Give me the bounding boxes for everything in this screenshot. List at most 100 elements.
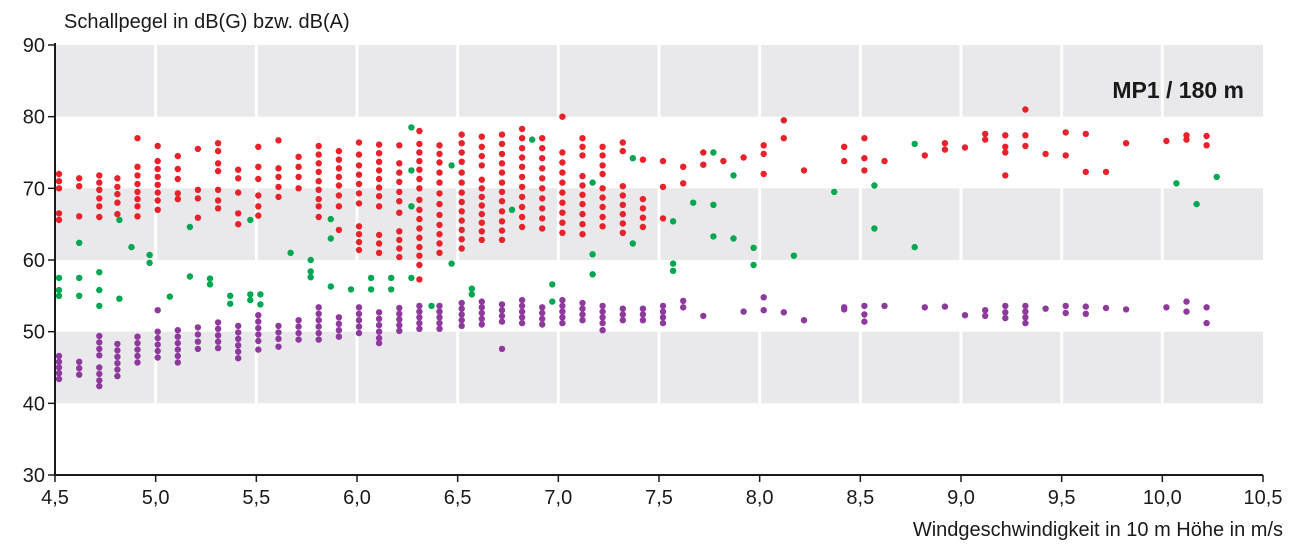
data-point [335, 203, 343, 210]
data-point [116, 216, 123, 224]
data-point [416, 185, 423, 192]
data-point [375, 240, 383, 247]
data-point [355, 200, 363, 207]
data-point [1062, 129, 1069, 136]
data-point [396, 178, 403, 186]
data-point [498, 198, 506, 205]
data-point [1082, 310, 1090, 317]
data-point [579, 221, 586, 228]
data-point [720, 157, 727, 165]
data-point [214, 319, 222, 326]
data-point [710, 201, 717, 208]
data-point [335, 226, 343, 234]
data-point [1203, 319, 1210, 327]
data-point [375, 193, 383, 200]
data-point [255, 143, 262, 150]
data-point [275, 335, 282, 342]
data-point [327, 283, 334, 290]
data-point [539, 215, 546, 222]
data-point [639, 223, 647, 231]
data-point [128, 243, 135, 251]
data-point [416, 314, 423, 321]
data-point [478, 298, 485, 305]
data-point [255, 346, 262, 353]
x-tick-label: 10,0 [1143, 487, 1182, 509]
data-point [436, 240, 443, 247]
y-tick-label: 80 [23, 107, 45, 129]
data-point [599, 314, 606, 321]
data-point [174, 333, 181, 340]
x-tick-label: 5,0 [142, 487, 170, 509]
data-point [275, 183, 282, 191]
data-point [579, 172, 586, 180]
data-point [478, 143, 485, 150]
data-point [478, 202, 485, 209]
data-point [871, 182, 878, 189]
data-point [498, 312, 506, 320]
data-point [841, 306, 848, 313]
data-point [96, 345, 103, 353]
x-axis-title: Windgeschwindigkeit in 10 m Höhe in m/s [913, 519, 1283, 541]
data-point [134, 172, 141, 179]
data-point [518, 223, 526, 231]
data-point [214, 160, 222, 167]
data-point [539, 225, 546, 232]
x-tick-label: 7,5 [645, 487, 673, 509]
data-point [1022, 319, 1029, 327]
data-point [458, 317, 465, 324]
data-point [194, 345, 202, 353]
data-point [396, 322, 403, 329]
data-point [255, 318, 262, 325]
data-point [396, 209, 403, 216]
data-point [861, 135, 868, 142]
data-point [478, 228, 485, 235]
data-point [498, 188, 506, 196]
data-point [1022, 308, 1029, 315]
data-point [599, 194, 606, 201]
data-point [146, 259, 153, 267]
data-point [659, 319, 667, 327]
data-point [458, 140, 465, 147]
data-point [498, 131, 506, 138]
x-tick-label: 6,5 [444, 487, 472, 509]
data-point [871, 225, 878, 232]
data-point [639, 195, 647, 203]
data-point [458, 322, 465, 330]
data-point [275, 193, 282, 201]
data-point [355, 329, 363, 337]
x-tick-label: 8,5 [846, 487, 874, 509]
data-point [599, 223, 606, 230]
data-point [235, 342, 242, 349]
data-point [416, 243, 423, 251]
data-point [96, 332, 103, 340]
data-point [367, 286, 375, 293]
data-point [436, 150, 443, 158]
data-point [700, 312, 707, 320]
data-point [55, 216, 63, 224]
data-point [355, 246, 363, 254]
data-point [1002, 132, 1009, 139]
data-point [1022, 302, 1029, 310]
data-point [154, 157, 161, 165]
data-point [559, 219, 566, 226]
data-point [416, 149, 423, 156]
data-point [1002, 149, 1009, 156]
data-point [295, 185, 302, 192]
data-point [579, 311, 586, 318]
data-point [518, 314, 526, 321]
data-point [700, 149, 707, 156]
data-point [1002, 309, 1009, 316]
data-point [396, 188, 403, 196]
data-point [355, 238, 363, 246]
data-point [114, 199, 121, 206]
data-point [327, 235, 334, 242]
data-point [335, 333, 343, 340]
data-point [214, 332, 222, 339]
data-point [881, 302, 888, 310]
data-point [287, 249, 294, 256]
data-point [559, 302, 566, 310]
data-point [295, 173, 302, 181]
data-point [194, 186, 202, 193]
data-point [114, 190, 121, 198]
data-point [416, 308, 423, 315]
